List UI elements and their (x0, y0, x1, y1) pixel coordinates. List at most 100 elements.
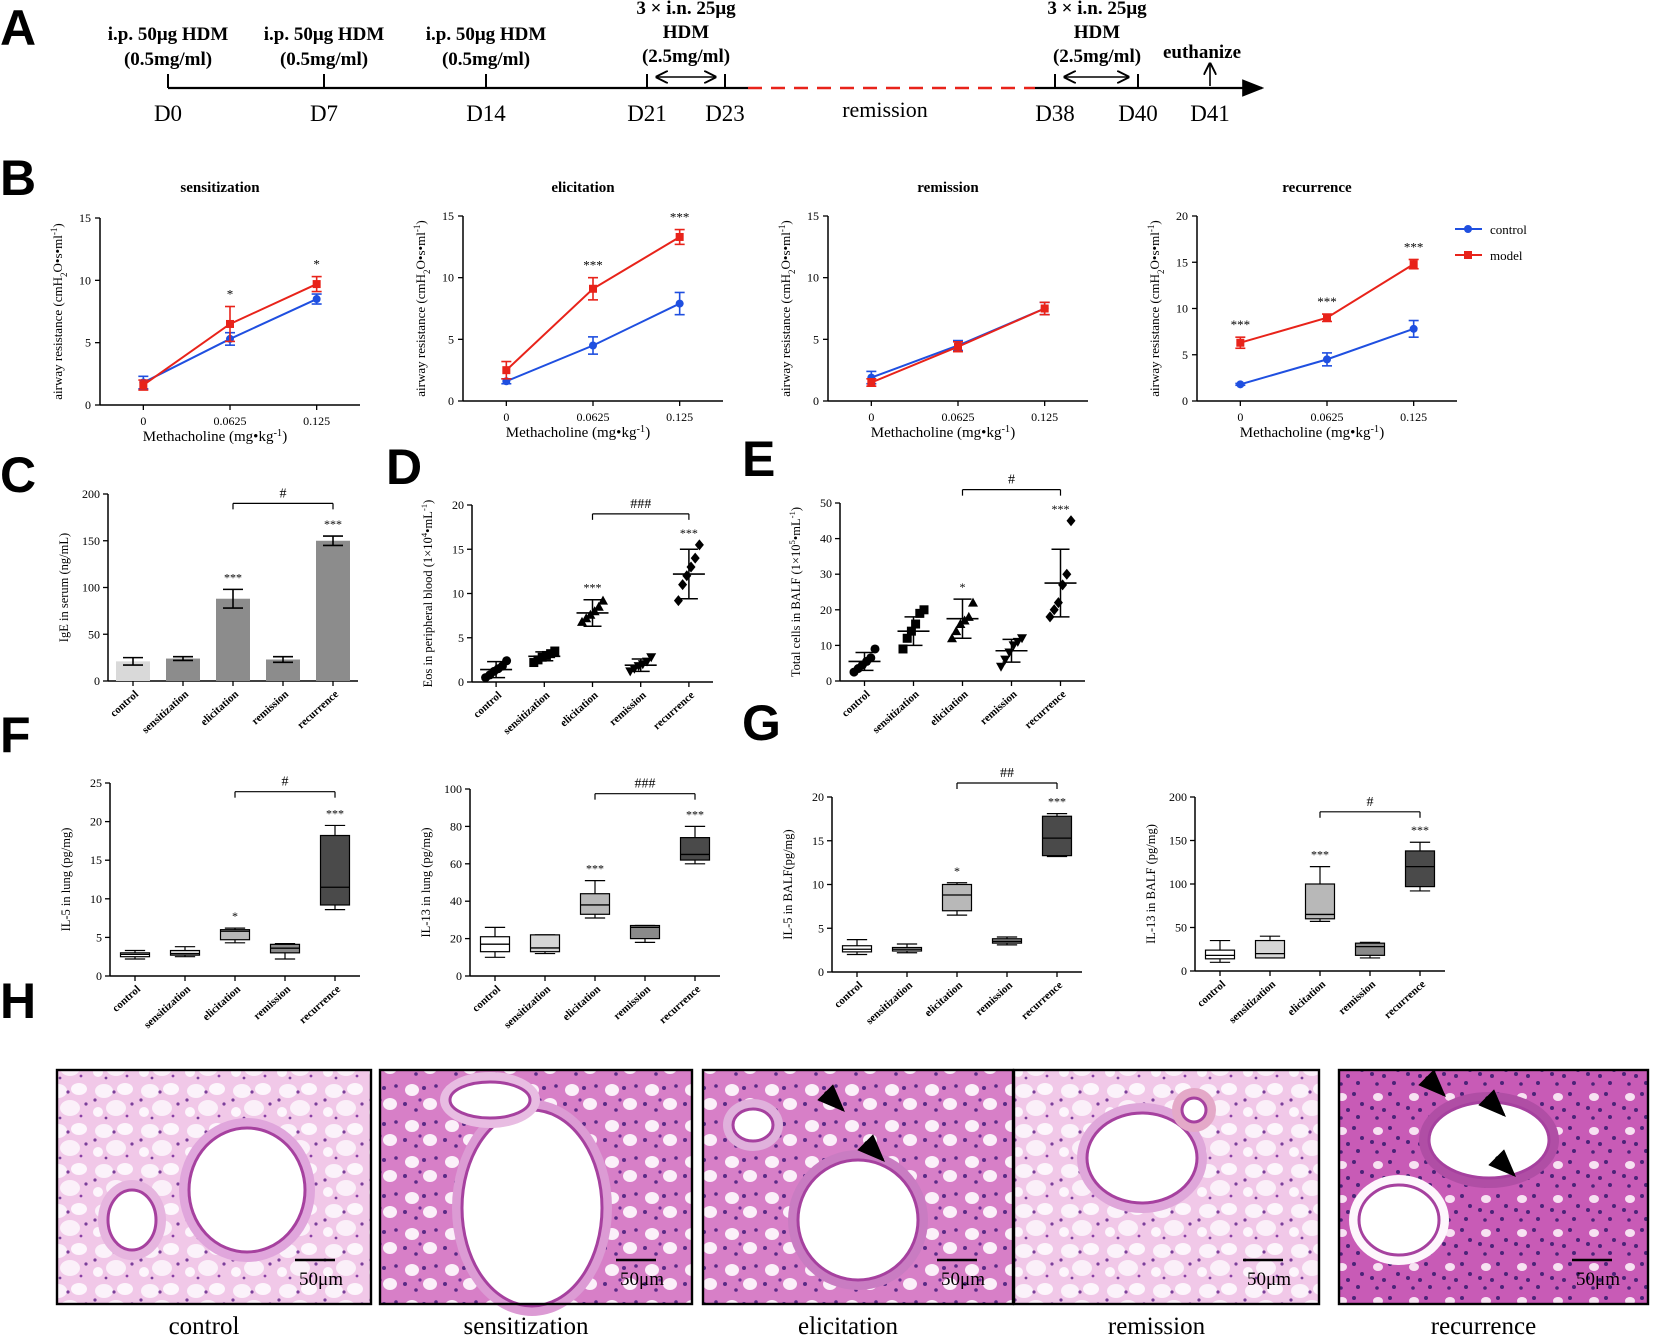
y-axis-label: airway resistance (cmH2O•s•ml-1) (777, 220, 797, 397)
data-point (947, 633, 957, 643)
x-tick-label: recurrence (295, 688, 341, 731)
panel-letter-H: H (0, 973, 36, 1029)
data-point (1062, 568, 1072, 580)
y-axis-label-part: ) (778, 220, 793, 224)
x-tick-label: remission (974, 979, 1015, 1018)
bar (216, 598, 250, 681)
x-tick-label: control (832, 979, 865, 1010)
y-tick-label: 5 (85, 336, 91, 350)
y-axis-label-part: IL-13 in lung (pg/mg) (419, 827, 433, 937)
arrow-indicator (857, 1134, 885, 1162)
x-tick-label: recurrence (1019, 979, 1065, 1022)
timeline-day-D38: D38 (1035, 101, 1075, 126)
histology-frame (55, 1068, 373, 1306)
data-point (968, 597, 978, 607)
box (1404, 850, 1436, 888)
y-axis-label-part: airway resistance ( (1147, 299, 1162, 396)
data-point-control (675, 299, 684, 308)
x-axis-label-part: -1 (636, 424, 645, 435)
y-tick-label: 0 (818, 965, 824, 979)
panel-letter-D: D (386, 439, 422, 495)
airway-lumen (731, 1107, 775, 1143)
x-tick-label: 0.0625 (1311, 410, 1344, 424)
box (169, 949, 201, 956)
bar (166, 658, 200, 681)
y-axis-label-part: mL (789, 518, 803, 535)
box (629, 924, 661, 940)
timeline-remission-label: remission (842, 97, 928, 122)
y-tick-label: 10 (79, 273, 91, 287)
x-tick-label: elicitation (198, 688, 241, 728)
x-tick-label: recurrence (1023, 688, 1069, 731)
data-point (690, 552, 700, 564)
y-tick-label: 20 (1176, 209, 1188, 223)
x-tick-label: 0 (503, 410, 509, 424)
y-axis-label: IL-13 in BALF (pg/mg) (1144, 824, 1158, 944)
significance-mark: * (313, 257, 320, 272)
panel-letter-C: C (0, 447, 36, 503)
bracket-label: # (1008, 473, 1015, 488)
x-tick-label: 0 (140, 414, 146, 428)
x-tick-label: sensitization (501, 689, 552, 737)
legend-marker-control (1464, 225, 1472, 233)
y-tick-label: 5 (448, 332, 454, 346)
y-axis-label-part: O (1147, 260, 1162, 269)
airway-lumen (460, 1108, 604, 1308)
histology-frame (1012, 1068, 1321, 1306)
x-axis-label: Methacholine (mg•kg-1) (871, 424, 1015, 442)
data-point (1045, 611, 1055, 623)
y-axis-label-part: O (778, 260, 793, 269)
y-tick-label: 10 (1176, 302, 1188, 316)
significance-mark: *** (1411, 823, 1429, 837)
y-axis-label-part: -1 (419, 504, 429, 511)
y-axis-label-part: • (789, 536, 803, 540)
x-tick-label: sensitization (870, 688, 921, 736)
y-tick-label: 0 (1181, 964, 1187, 978)
chart-title: remission (917, 180, 979, 196)
y-tick-label: 40 (450, 894, 462, 908)
y-axis-label-part: cmH (413, 274, 428, 299)
timeline-day-D21: D21 (627, 101, 667, 126)
significance-mark: *** (680, 526, 698, 540)
x-tick-label: 0.125 (303, 414, 330, 428)
y-axis-label-part: 4 (419, 532, 429, 537)
y-axis-label-part: -1 (49, 228, 59, 236)
y-tick-label: 10 (812, 878, 824, 892)
bar (266, 659, 300, 681)
panel-letter-G: G (742, 695, 781, 751)
timeline-label-ip-conc: (0.5mg/ml) (280, 49, 368, 70)
y-axis-label-part: Eos in peripheral blood (1× (421, 550, 435, 688)
x-axis-label: Methacholine (mg•kg-1) (143, 428, 287, 446)
y-axis-label-part: cmH (1147, 274, 1162, 299)
data-point (694, 539, 704, 551)
histology-frame (1337, 1068, 1650, 1306)
data-point-model (1040, 304, 1049, 313)
airway-lumen (796, 1158, 920, 1282)
data-point (911, 619, 921, 629)
data-point (673, 595, 683, 607)
timeline-day-D40: D40 (1118, 101, 1158, 126)
x-tick-label: control (110, 983, 143, 1014)
y-axis-label-part: 5 (787, 540, 797, 545)
chart-title: recurrence (1282, 180, 1352, 196)
bracket-label: # (282, 775, 289, 790)
significance-mark: *** (670, 210, 690, 225)
y-tick-label: 50 (1175, 921, 1187, 935)
histology-frame (378, 1068, 694, 1306)
y-tick-label: 30 (820, 567, 832, 581)
scale-bar-label: 50μm (1247, 1269, 1291, 1290)
x-axis-label-part: ) (1379, 425, 1384, 441)
y-tick-label: 100 (82, 581, 100, 595)
x-axis-label-part: ) (645, 425, 650, 441)
legend-label-control: control (1490, 222, 1527, 237)
data-point-control (1236, 380, 1245, 389)
y-axis-label-part: airway resistance ( (50, 302, 65, 399)
y-axis-label-part: O (50, 263, 65, 272)
data-point-model (675, 232, 684, 241)
y-tick-label: 10 (90, 892, 102, 906)
y-axis-label-part: 10 (789, 545, 803, 558)
histology-label: elicitation (798, 1313, 898, 1340)
y-tick-label: 200 (82, 487, 100, 501)
